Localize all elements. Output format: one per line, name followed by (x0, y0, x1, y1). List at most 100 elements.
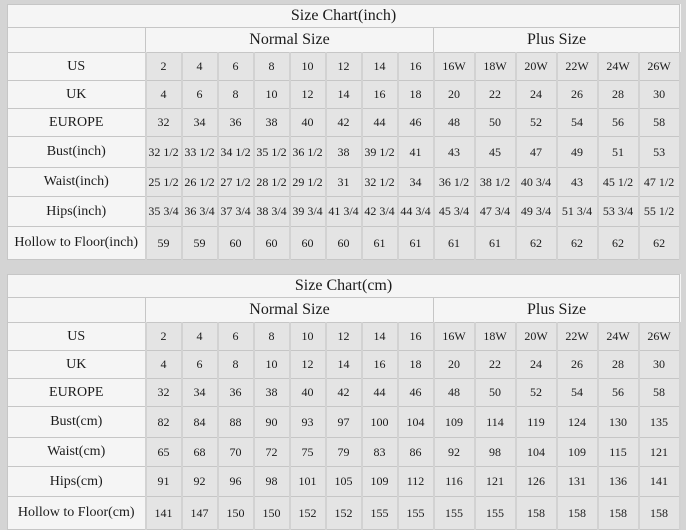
table-title-row: Size Chart(cm) (6, 274, 681, 298)
size-value-cell: 40 (288, 378, 327, 407)
row-label: Hips(inch) (7, 196, 146, 227)
size-value-cell: 53 3/4 (596, 196, 640, 227)
size-value-cell: 54 (555, 108, 599, 137)
size-value-cell: 104 (396, 406, 435, 438)
size-value-cell: 98 (252, 466, 291, 497)
size-value-cell: 2 (144, 322, 183, 351)
size-value-cell: 121 (473, 466, 517, 497)
size-value-cell: 20 (432, 80, 476, 109)
table-row: EUROPE 32 34 36 38 40 42 44 46 48 50 52 54 56 58 (7, 108, 681, 137)
size-value-cell: 141 (144, 496, 183, 530)
size-value-cell: 32 1/2 (360, 167, 399, 197)
table-row: Bust(inch) 32 1/2 33 1/2 34 1/2 35 1/2 36 1/2… (7, 136, 681, 168)
row-label: EUROPE (7, 378, 146, 407)
column-group-row: Normal Size Plus Size (7, 297, 681, 323)
size-value-cell: 40 3/4 (514, 167, 558, 197)
row-label: US (7, 322, 146, 351)
size-value-cell: 39 3/4 (288, 196, 327, 227)
size-value-cell: 24W (596, 52, 640, 81)
size-value-cell: 28 (596, 80, 640, 109)
size-value-cell: 158 (555, 496, 599, 530)
size-value-cell: 112 (396, 466, 435, 497)
size-value-cell: 52 (514, 108, 558, 137)
table-row: Waist(cm) 65 68 70 72 75 79 83 86 92 98 104 109 115 12… (7, 437, 681, 467)
size-value-cell: 97 (324, 406, 363, 438)
size-value-cell: 48 (432, 378, 476, 407)
size-value-cell: 4 (144, 80, 183, 109)
size-value-cell: 158 (637, 496, 681, 530)
size-value-cell: 45 3/4 (432, 196, 476, 227)
size-value-cell: 58 (637, 378, 681, 407)
chart-title: Size Chart(cm) (6, 274, 681, 298)
column-group-row: Normal Size Plus Size (7, 27, 681, 53)
size-value-cell: 25 1/2 (144, 167, 183, 197)
size-value-cell: 47 3/4 (473, 196, 517, 227)
size-value-cell: 6 (180, 350, 219, 379)
size-value-cell: 155 (360, 496, 399, 530)
size-value-cell: 124 (555, 406, 599, 438)
size-value-cell: 59 (144, 226, 183, 260)
size-value-cell: 101 (288, 466, 327, 497)
size-value-cell: 10 (288, 322, 327, 351)
size-value-cell: 115 (596, 437, 640, 467)
size-value-cell: 44 (360, 378, 399, 407)
size-value-cell: 10 (288, 52, 327, 81)
table-row: Hips(cm) 91 92 96 98 101 105 109 112 116 121 126 131… (7, 466, 681, 497)
size-value-cell: 41 (396, 136, 435, 168)
size-value-cell: 26 (555, 350, 599, 379)
size-value-cell: 50 (473, 378, 517, 407)
size-value-cell: 62 (596, 226, 640, 260)
size-value-cell: 61 (473, 226, 517, 260)
size-value-cell: 34 (180, 108, 219, 137)
size-value-cell: 88 (216, 406, 255, 438)
size-value-cell: 18W (473, 322, 517, 351)
size-value-cell: 16 (396, 322, 435, 351)
size-value-cell: 10 (252, 350, 291, 379)
table-row: US 2 4 6 8 10 12 14 16 16W 18W 20W 22W 24W 26W (7, 322, 681, 351)
size-value-cell: 50 (473, 108, 517, 137)
size-value-cell: 34 1/2 (216, 136, 255, 168)
size-value-cell: 54 (555, 378, 599, 407)
size-value-cell: 4 (144, 350, 183, 379)
size-value-cell: 121 (637, 437, 681, 467)
size-value-cell: 59 (180, 226, 219, 260)
size-value-cell: 96 (216, 466, 255, 497)
group-header-normal-size: Normal Size (145, 27, 434, 53)
row-label: Waist(cm) (7, 437, 146, 467)
size-value-cell: 82 (144, 406, 183, 438)
size-value-cell: 36 1/2 (288, 136, 327, 168)
size-value-cell: 60 (252, 226, 291, 260)
size-value-cell: 39 1/2 (360, 136, 399, 168)
size-value-cell: 38 1/2 (473, 167, 517, 197)
table-row: Hollow to Floor(inch) 59 59 60 60 60 60 61 61 61 6… (7, 226, 681, 260)
size-value-cell: 68 (180, 437, 219, 467)
group-header-plus-size: Plus Size (432, 27, 681, 53)
size-value-cell: 43 (555, 167, 599, 197)
size-value-cell: 26W (637, 322, 681, 351)
size-value-cell: 36 1/2 (432, 167, 476, 197)
size-value-cell: 36 (216, 378, 255, 407)
row-label: Hollow to Floor(cm) (7, 496, 146, 530)
size-value-cell: 16 (360, 80, 399, 109)
size-value-cell: 135 (637, 406, 681, 438)
size-value-cell: 60 (324, 226, 363, 260)
size-value-cell: 150 (252, 496, 291, 530)
size-value-cell: 40 (288, 108, 327, 137)
size-value-cell: 30 (637, 80, 681, 109)
size-value-cell: 32 1/2 (144, 136, 183, 168)
table-title-row: Size Chart(inch) (6, 4, 681, 28)
table-row: Hollow to Floor(cm) 141 147 150 150 152 152 155… (7, 496, 681, 530)
size-value-cell: 12 (288, 350, 327, 379)
size-value-cell: 6 (216, 322, 255, 351)
size-value-cell: 104 (514, 437, 558, 467)
size-value-cell: 83 (360, 437, 399, 467)
size-value-cell: 22W (555, 322, 599, 351)
size-value-cell: 75 (288, 437, 327, 467)
size-value-cell: 48 (432, 108, 476, 137)
size-value-cell: 32 (144, 378, 183, 407)
row-label: Waist(inch) (7, 167, 146, 197)
size-value-cell: 62 (637, 226, 681, 260)
size-value-cell: 61 (360, 226, 399, 260)
size-value-cell: 158 (514, 496, 558, 530)
size-value-cell: 6 (180, 80, 219, 109)
